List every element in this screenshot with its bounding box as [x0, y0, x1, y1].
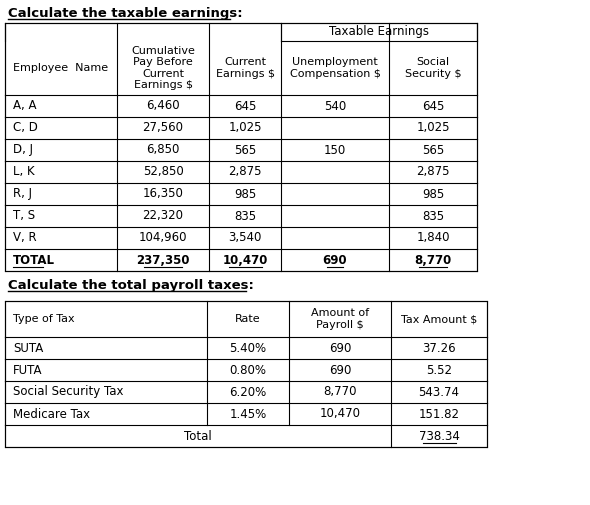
Text: 1,840: 1,840 [417, 231, 450, 244]
Bar [5, 23, 477, 271]
Text: 835: 835 [234, 210, 256, 223]
Text: 150: 150 [324, 143, 346, 157]
Text: 835: 835 [422, 210, 444, 223]
Text: 690: 690 [329, 364, 351, 377]
Text: 645: 645 [234, 99, 256, 113]
Text: 5.52: 5.52 [426, 364, 452, 377]
Text: Calculate the total payroll taxes:: Calculate the total payroll taxes: [8, 279, 254, 292]
Text: R, J: R, J [13, 187, 32, 200]
Text: 151.82: 151.82 [418, 408, 460, 421]
Text: 985: 985 [234, 187, 256, 200]
Text: 1.45%: 1.45% [230, 408, 267, 421]
Text: Amount of
Payroll $: Amount of Payroll $ [311, 308, 369, 330]
Text: 690: 690 [329, 341, 351, 355]
Text: 0.80%: 0.80% [230, 364, 267, 377]
Text: A, A: A, A [13, 99, 37, 113]
Text: 1,025: 1,025 [228, 122, 262, 134]
Text: Calculate the taxable earnings:: Calculate the taxable earnings: [8, 7, 242, 20]
Text: 3,540: 3,540 [228, 231, 262, 244]
Text: 8,770: 8,770 [323, 385, 357, 398]
Text: 543.74: 543.74 [418, 385, 460, 398]
Text: Employee  Name: Employee Name [13, 63, 108, 73]
Text: FUTA: FUTA [13, 364, 42, 377]
Text: 2,875: 2,875 [228, 166, 262, 178]
Text: 22,320: 22,320 [143, 210, 183, 223]
Text: 16,350: 16,350 [143, 187, 183, 200]
Text: 104,960: 104,960 [139, 231, 187, 244]
Bar [5, 301, 487, 447]
Text: 6.20%: 6.20% [230, 385, 267, 398]
Text: Taxable Earnings: Taxable Earnings [329, 25, 429, 38]
Text: Type of Tax: Type of Tax [13, 314, 74, 324]
Text: Unemployment
Compensation $: Unemployment Compensation $ [290, 57, 381, 79]
Text: 565: 565 [422, 143, 444, 157]
Text: 1,025: 1,025 [417, 122, 450, 134]
Text: Rate: Rate [235, 314, 261, 324]
Text: 540: 540 [324, 99, 346, 113]
Text: 645: 645 [422, 99, 444, 113]
Text: Total: Total [184, 429, 212, 442]
Text: Social
Security $: Social Security $ [405, 57, 461, 79]
Text: 690: 690 [323, 254, 348, 267]
Text: 2,875: 2,875 [417, 166, 450, 178]
Text: TOTAL: TOTAL [13, 254, 55, 267]
Text: C, D: C, D [13, 122, 38, 134]
Text: D, J: D, J [13, 143, 33, 157]
Text: Tax Amount $: Tax Amount $ [401, 314, 477, 324]
Text: T, S: T, S [13, 210, 35, 223]
Text: 10,470: 10,470 [320, 408, 360, 421]
Text: Medicare Tax: Medicare Tax [13, 408, 90, 421]
Text: 6,460: 6,460 [146, 99, 180, 113]
Text: 565: 565 [234, 143, 256, 157]
Text: V, R: V, R [13, 231, 37, 244]
Text: SUTA: SUTA [13, 341, 43, 355]
Text: Cumulative
Pay Before
Current
Earnings $: Cumulative Pay Before Current Earnings $ [131, 45, 195, 90]
Text: Current
Earnings $: Current Earnings $ [215, 57, 274, 79]
Text: 37.26: 37.26 [422, 341, 456, 355]
Text: 985: 985 [422, 187, 444, 200]
Text: 6,850: 6,850 [146, 143, 180, 157]
Text: 5.40%: 5.40% [230, 341, 267, 355]
Text: 738.34: 738.34 [418, 429, 460, 442]
Text: Social Security Tax: Social Security Tax [13, 385, 123, 398]
Text: 8,770: 8,770 [414, 254, 451, 267]
Text: L, K: L, K [13, 166, 35, 178]
Text: 10,470: 10,470 [222, 254, 268, 267]
Text: 237,350: 237,350 [136, 254, 190, 267]
Text: 52,850: 52,850 [143, 166, 183, 178]
Text: 27,560: 27,560 [143, 122, 183, 134]
